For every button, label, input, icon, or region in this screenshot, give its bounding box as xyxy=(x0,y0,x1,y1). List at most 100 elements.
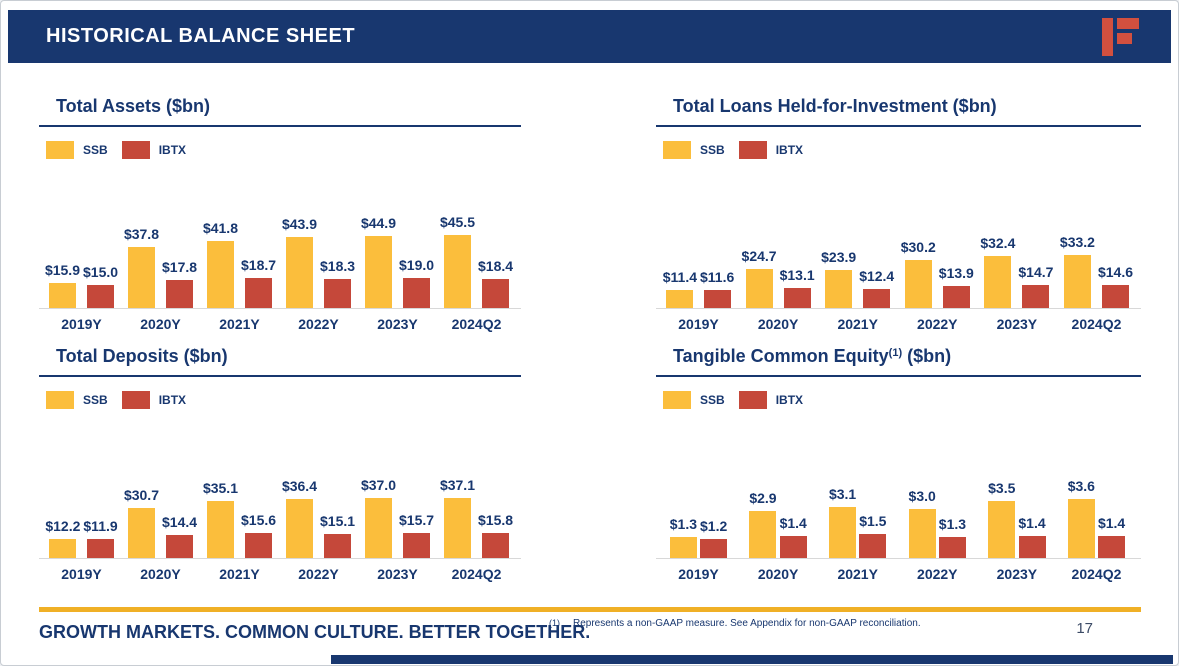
bar-column-ssb: $3.5 xyxy=(988,480,1015,559)
bar-ssb xyxy=(908,509,936,559)
bar-ssb xyxy=(127,508,155,559)
logo-vertical-block xyxy=(1102,18,1113,56)
x-axis-label: 2020Y xyxy=(757,566,799,582)
bar-value-label: $37.0 xyxy=(360,477,396,493)
legend-item-ibtx: IBTX xyxy=(121,140,186,159)
bar-groups: $1.3 $1.2 $2.9 $1.4 $3.1 $1.5 $3.0 $1.3 $3.5 $1.4… xyxy=(656,417,1141,559)
bar-column-ssb: $35.1 xyxy=(203,480,238,559)
x-axis-baseline xyxy=(39,308,521,309)
x-axis-baseline xyxy=(656,558,1141,559)
logo-middle-block xyxy=(1117,33,1132,44)
legend-swatch-ibtx-icon xyxy=(121,390,150,409)
chart-block: Tangible Common Equity(1) ($bn) SSB IBTX $1… xyxy=(656,346,1141,582)
x-axis-label: 2022Y xyxy=(298,566,339,582)
bar-column-ssb: $24.7 xyxy=(742,248,777,309)
bar-group: $30.2 $13.9 xyxy=(901,239,974,309)
bar-value-label: $17.8 xyxy=(162,259,198,275)
legend-item-ssb: SSB xyxy=(46,390,108,409)
bar-value-label: $41.8 xyxy=(202,220,238,236)
bar-column-ibtx: $14.6 xyxy=(1098,264,1133,309)
bar-column-ssb: $36.4 xyxy=(282,478,317,559)
bar-value-label: $1.4 xyxy=(779,515,807,531)
bar-column-ibtx: $18.7 xyxy=(241,257,276,309)
bar-column-ibtx: $1.4 xyxy=(1098,515,1125,559)
bar-column-ssb: $23.9 xyxy=(821,249,856,309)
bar-value-label: $44.9 xyxy=(360,215,396,231)
bar-ssb xyxy=(984,256,1012,309)
bar-ibtx xyxy=(87,539,115,559)
bar-group: $32.4 $14.7 xyxy=(980,235,1053,309)
chart-title-text: Total Deposits ($bn) xyxy=(56,346,228,366)
bar-value-label: $18.7 xyxy=(241,257,277,273)
bar-value-label: $32.4 xyxy=(980,235,1016,251)
x-axis-labels: 2019Y 2020Y 2021Y 2022Y 2023Y 2024Q2 xyxy=(656,566,1141,582)
bar-column-ibtx: $15.8 xyxy=(478,512,513,559)
legend-item-ssb: SSB xyxy=(663,390,725,409)
chart-title-underline xyxy=(39,125,521,127)
bar-group: $12.2 $11.9 xyxy=(45,518,118,559)
bar-ibtx xyxy=(245,278,273,309)
bar-value-label: $11.4 xyxy=(662,269,697,285)
x-axis-label: 2020Y xyxy=(140,566,181,582)
bar-column-ibtx: $14.7 xyxy=(1018,264,1053,309)
x-axis-label: 2023Y xyxy=(377,316,418,332)
bar-ibtx xyxy=(482,533,510,559)
bar-value-label: $12.4 xyxy=(859,268,895,284)
bar-group: $23.9 $12.4 xyxy=(821,249,894,309)
bar-ibtx xyxy=(1018,536,1046,559)
slide-title: HISTORICAL BALANCE SHEET xyxy=(46,25,356,47)
bar-value-label: $37.8 xyxy=(123,226,159,242)
bar-value-label: $35.1 xyxy=(202,480,238,496)
bar-ssb xyxy=(666,290,694,309)
bar-value-label: $11.6 xyxy=(700,269,735,285)
x-axis-label: 2020Y xyxy=(757,316,799,332)
bar-group: $37.8 $17.8 xyxy=(124,226,197,309)
bar-group: $1.3 $1.2 xyxy=(670,516,727,559)
bar-ssb xyxy=(443,235,471,309)
bar-column-ibtx: $1.2 xyxy=(700,518,727,559)
bar-value-label: $23.9 xyxy=(821,249,857,265)
bar-value-label: $1.4 xyxy=(1018,515,1046,531)
bar-ssb xyxy=(49,539,77,559)
x-axis-labels: 2019Y 2020Y 2021Y 2022Y 2023Y 2024Q2 xyxy=(656,316,1141,332)
bar-value-label: $13.9 xyxy=(938,265,974,281)
bar-value-label: $15.6 xyxy=(241,512,277,528)
bar-column-ibtx: $15.7 xyxy=(399,512,434,559)
chart-legend: SSB IBTX xyxy=(46,390,521,409)
bar-value-label: $3.6 xyxy=(1067,478,1095,494)
x-axis-label: 2024Q2 xyxy=(451,566,502,582)
legend-item-ssb: SSB xyxy=(46,140,108,159)
logo-top-block xyxy=(1117,18,1139,29)
legend-label-ssb: SSB xyxy=(83,392,108,407)
bar-column-ibtx: $11.9 xyxy=(83,518,118,559)
legend-label-ibtx: IBTX xyxy=(158,392,187,407)
bar-group: $24.7 $13.1 xyxy=(742,248,815,309)
chart-legend: SSB IBTX xyxy=(663,390,1141,409)
bar-ibtx xyxy=(703,290,731,309)
bar-ibtx xyxy=(87,285,115,309)
chart-title-text: Total Assets ($bn) xyxy=(56,96,211,116)
bar-ibtx xyxy=(1101,285,1129,309)
company-logo-icon xyxy=(1102,18,1139,56)
x-axis-baseline xyxy=(39,558,521,559)
bar-column-ssb: $37.8 xyxy=(124,226,159,309)
bar-group: $11.4 $11.6 xyxy=(663,269,734,309)
bar-value-label: $43.9 xyxy=(281,216,317,232)
bar-ibtx xyxy=(403,533,431,559)
bar-column-ibtx: $11.6 xyxy=(700,269,734,309)
bar-ssb xyxy=(745,269,773,309)
bar-column-ibtx: $15.0 xyxy=(83,264,118,309)
legend-swatch-ssb-icon xyxy=(46,140,74,159)
bar-ssb xyxy=(364,498,392,559)
chart-legend: SSB IBTX xyxy=(663,140,1141,159)
bar-ibtx xyxy=(324,279,352,309)
bar-group: $35.1 $15.6 xyxy=(203,480,276,559)
bar-column-ibtx: $18.4 xyxy=(478,258,513,309)
legend-label-ibtx: IBTX xyxy=(775,392,804,407)
bar-ssb xyxy=(669,537,697,559)
bar-ibtx xyxy=(166,280,194,309)
footer-slogan: GROWTH MARKETS. COMMON CULTURE. BETTER T… xyxy=(39,622,591,642)
bar-ssb xyxy=(1067,499,1095,559)
bar-value-label: $19.0 xyxy=(399,257,435,273)
